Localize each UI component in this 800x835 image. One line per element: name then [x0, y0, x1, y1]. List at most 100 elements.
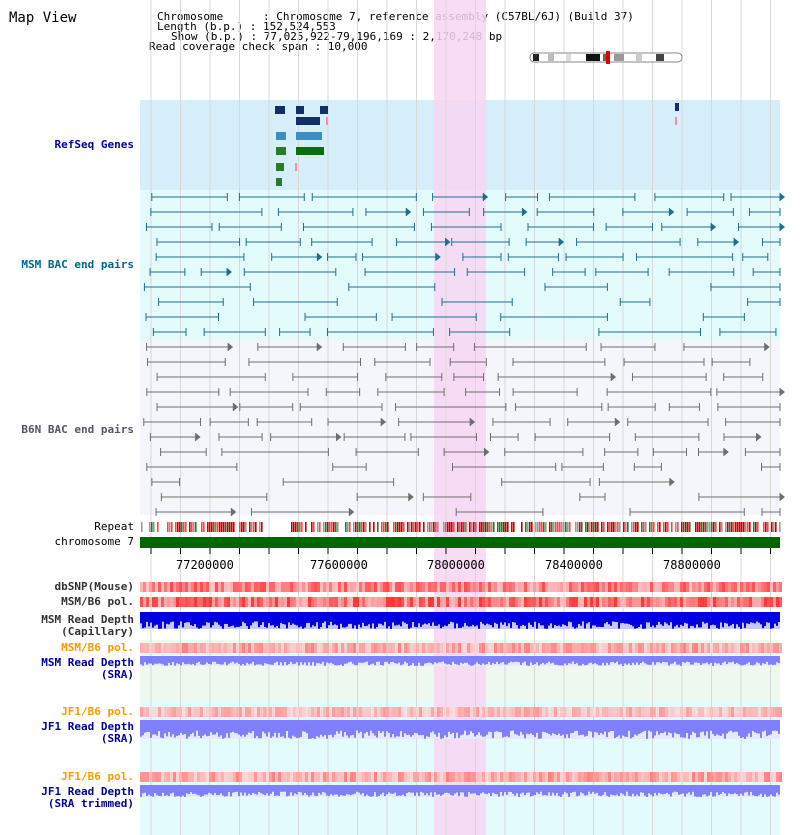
read-depth-bar	[584, 785, 586, 796]
read-depth-bar	[724, 720, 726, 739]
repeat-mark	[731, 522, 733, 532]
read-depth-bar	[358, 656, 360, 663]
read-depth-bar	[492, 656, 494, 664]
repeat-mark	[151, 522, 153, 532]
polymorphism-heat	[737, 597, 740, 607]
polymorphism-heat	[200, 582, 203, 592]
repeat-mark	[253, 522, 255, 532]
polymorphism-heat	[284, 643, 287, 653]
read-depth-bar	[618, 720, 620, 736]
polymorphism-heat	[512, 597, 515, 607]
polymorphism-heat	[458, 707, 461, 717]
polymorphism-heat	[665, 772, 668, 782]
read-depth-bar	[326, 720, 328, 739]
polymorphism-heat	[506, 772, 509, 782]
read-depth-bar	[616, 612, 618, 623]
read-depth-bar	[254, 656, 256, 666]
polymorphism-heat	[686, 772, 689, 782]
polymorphism-heat	[479, 772, 482, 782]
read-depth-bar	[686, 656, 688, 662]
selection-highlight	[434, 0, 486, 835]
read-depth-bar	[610, 720, 612, 732]
read-depth-bar	[540, 612, 542, 626]
repeat-mark	[489, 522, 491, 532]
ideogram-band	[636, 54, 642, 61]
read-depth-bar	[762, 656, 764, 664]
read-depth-bar	[614, 720, 616, 739]
refseq-gene	[675, 103, 679, 111]
polymorphism-heat	[284, 597, 287, 607]
read-depth-bar	[624, 656, 626, 664]
read-depth-bar	[302, 612, 304, 629]
read-depth-bar	[350, 720, 352, 736]
polymorphism-heat	[749, 597, 752, 607]
polymorphism-heat	[569, 582, 572, 592]
read-depth-bar	[526, 612, 528, 629]
read-depth-bar	[756, 785, 758, 797]
polymorphism-heat	[707, 707, 710, 717]
polymorphism-heat	[437, 772, 440, 782]
polymorphism-heat	[707, 582, 710, 592]
read-depth-bar	[560, 612, 562, 627]
repeat-mark	[409, 522, 411, 532]
read-depth-bar	[450, 612, 452, 622]
polymorphism-heat	[314, 582, 317, 592]
read-depth-bar	[636, 656, 638, 663]
read-depth-bar	[542, 656, 544, 663]
axis-tick-label: 78800000	[663, 558, 721, 572]
read-depth-bar	[674, 612, 676, 627]
polymorphism-heat	[398, 707, 401, 717]
read-depth-bar	[272, 656, 274, 665]
polymorphism-heat	[722, 597, 725, 607]
read-depth-bar	[324, 720, 326, 736]
read-depth-bar	[698, 720, 700, 738]
read-depth-bar	[290, 612, 292, 626]
read-depth-bar	[366, 656, 368, 662]
polymorphism-heat	[335, 707, 338, 717]
read-depth-bar	[776, 720, 778, 732]
read-depth-bar	[686, 720, 688, 733]
polymorphism-heat	[350, 707, 353, 717]
read-depth-bar	[350, 785, 352, 796]
polymorphism-heat	[662, 643, 665, 653]
polymorphism-heat	[584, 643, 587, 653]
read-depth-bar	[690, 656, 692, 665]
read-depth-bar	[404, 720, 406, 734]
polymorphism-heat	[671, 707, 674, 717]
repeat-mark	[223, 522, 225, 532]
repeat-mark	[335, 522, 337, 532]
polymorphism-heat	[506, 582, 509, 592]
read-depth-bar	[308, 612, 310, 623]
repeat-mark	[427, 522, 429, 532]
read-depth-bar	[634, 720, 636, 735]
polymorphism-heat	[305, 772, 308, 782]
read-depth-bar	[252, 656, 254, 662]
read-depth-bar	[244, 720, 246, 737]
polymorphism-heat	[317, 582, 320, 592]
read-depth-bar	[178, 612, 180, 626]
polymorphism-heat	[740, 597, 743, 607]
read-depth-bar	[524, 612, 526, 626]
ideogram-band	[603, 54, 607, 61]
read-depth-bar	[268, 612, 270, 624]
read-depth-bar	[414, 656, 416, 666]
polymorphism-heat	[164, 707, 167, 717]
polymorphism-heat	[560, 772, 563, 782]
polymorphism-heat	[707, 772, 710, 782]
polymorphism-heat	[596, 707, 599, 717]
polymorphism-heat	[599, 643, 602, 653]
polymorphism-heat	[296, 707, 299, 717]
read-depth-bar	[480, 785, 482, 794]
polymorphism-heat	[389, 597, 392, 607]
polymorphism-heat	[494, 597, 497, 607]
read-depth-bar	[712, 720, 714, 735]
polymorphism-heat	[404, 707, 407, 717]
polymorphism-heat	[278, 707, 281, 717]
read-depth-bar	[246, 612, 248, 627]
read-depth-bar	[486, 720, 488, 735]
read-depth-bar	[332, 785, 334, 796]
repeat-mark	[355, 522, 357, 532]
polymorphism-heat	[413, 772, 416, 782]
read-depth-bar	[260, 656, 262, 665]
